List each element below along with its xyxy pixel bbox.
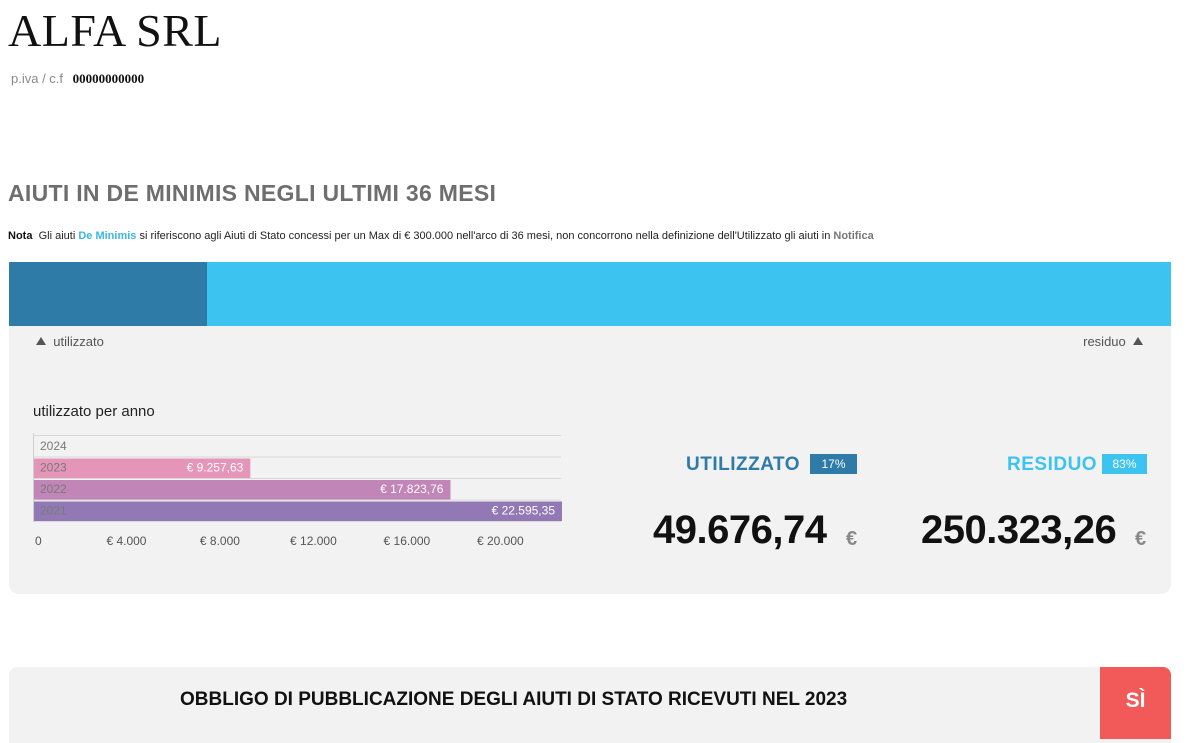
vat-info: p.iva / c.f 00000000000 bbox=[11, 71, 144, 87]
publication-obligation-answer: SÌ bbox=[1100, 667, 1171, 739]
used-label: UTILIZZATO bbox=[686, 454, 801, 475]
residual-currency: € bbox=[1135, 528, 1147, 550]
residual-percent-badge: 83% bbox=[1102, 454, 1147, 474]
used-percent-badge: 17% bbox=[810, 454, 857, 474]
x-tick-label: € 4.000 bbox=[106, 534, 146, 548]
x-tick-label: € 20.000 bbox=[477, 534, 524, 548]
note: Nota Gli aiuti De Minimis si riferiscono… bbox=[8, 230, 874, 242]
x-tick-label: € 8.000 bbox=[200, 534, 240, 548]
note-text-2: si riferiscono agli Aiuti di Stato conce… bbox=[139, 230, 831, 242]
note-label: Nota bbox=[8, 230, 33, 242]
note-text-1: Gli aiuti bbox=[38, 230, 76, 242]
used-currency: € bbox=[846, 528, 858, 550]
residual-marker: residuo bbox=[1083, 334, 1143, 349]
triangle-up-icon bbox=[1133, 337, 1143, 345]
triangle-up-icon bbox=[36, 337, 46, 345]
publication-obligation-box bbox=[9, 667, 1171, 743]
value-label-2023: € 9.257,63 bbox=[187, 461, 244, 475]
company-name: ALFA SRL bbox=[8, 5, 223, 56]
value-label-2021: € 22.595,35 bbox=[492, 504, 556, 518]
category-label-2024: 2024 bbox=[40, 439, 67, 453]
note-deminimis: De Minimis bbox=[78, 230, 137, 242]
yearly-usage-chart: 2024 2023 € 9.257,63 2022 € 17.823,76 2021 € 2… bbox=[33, 433, 562, 548]
used-marker: utilizzato bbox=[36, 334, 104, 349]
vat-label: p.iva / c.f bbox=[11, 71, 64, 86]
x-tick-label: € 12.000 bbox=[290, 534, 337, 548]
x-tick-label: € 16.000 bbox=[384, 534, 431, 548]
bar-2021 bbox=[34, 501, 562, 521]
chart-title: utilizzato per anno bbox=[33, 403, 155, 420]
value-label-2022: € 17.823,76 bbox=[380, 482, 444, 496]
residual-marker-label: residuo bbox=[1083, 334, 1126, 349]
section-title: AIUTI IN DE MINIMIS NEGLI ULTIMI 36 MESI bbox=[8, 180, 497, 206]
residual-amount: 250.323,26 bbox=[921, 508, 1117, 552]
used-marker-label: utilizzato bbox=[53, 334, 104, 349]
used-amount: 49.676,74 bbox=[653, 508, 827, 552]
category-label-2023: 2023 bbox=[40, 461, 67, 475]
residual-label: RESIDUO bbox=[1007, 454, 1098, 475]
bar-2022 bbox=[34, 480, 451, 500]
category-label-2022: 2022 bbox=[40, 482, 67, 496]
x-tick-label: 0 bbox=[35, 534, 42, 548]
publication-obligation-text: OBBLIGO DI PUBBLICAZIONE DEGLI AIUTI DI … bbox=[180, 689, 848, 710]
used-bar bbox=[9, 262, 207, 326]
note-notifica: Notifica bbox=[833, 230, 874, 242]
bar-2023 bbox=[34, 458, 251, 478]
category-label-2021: 2021 bbox=[40, 504, 67, 518]
vat-value: 00000000000 bbox=[72, 71, 145, 86]
